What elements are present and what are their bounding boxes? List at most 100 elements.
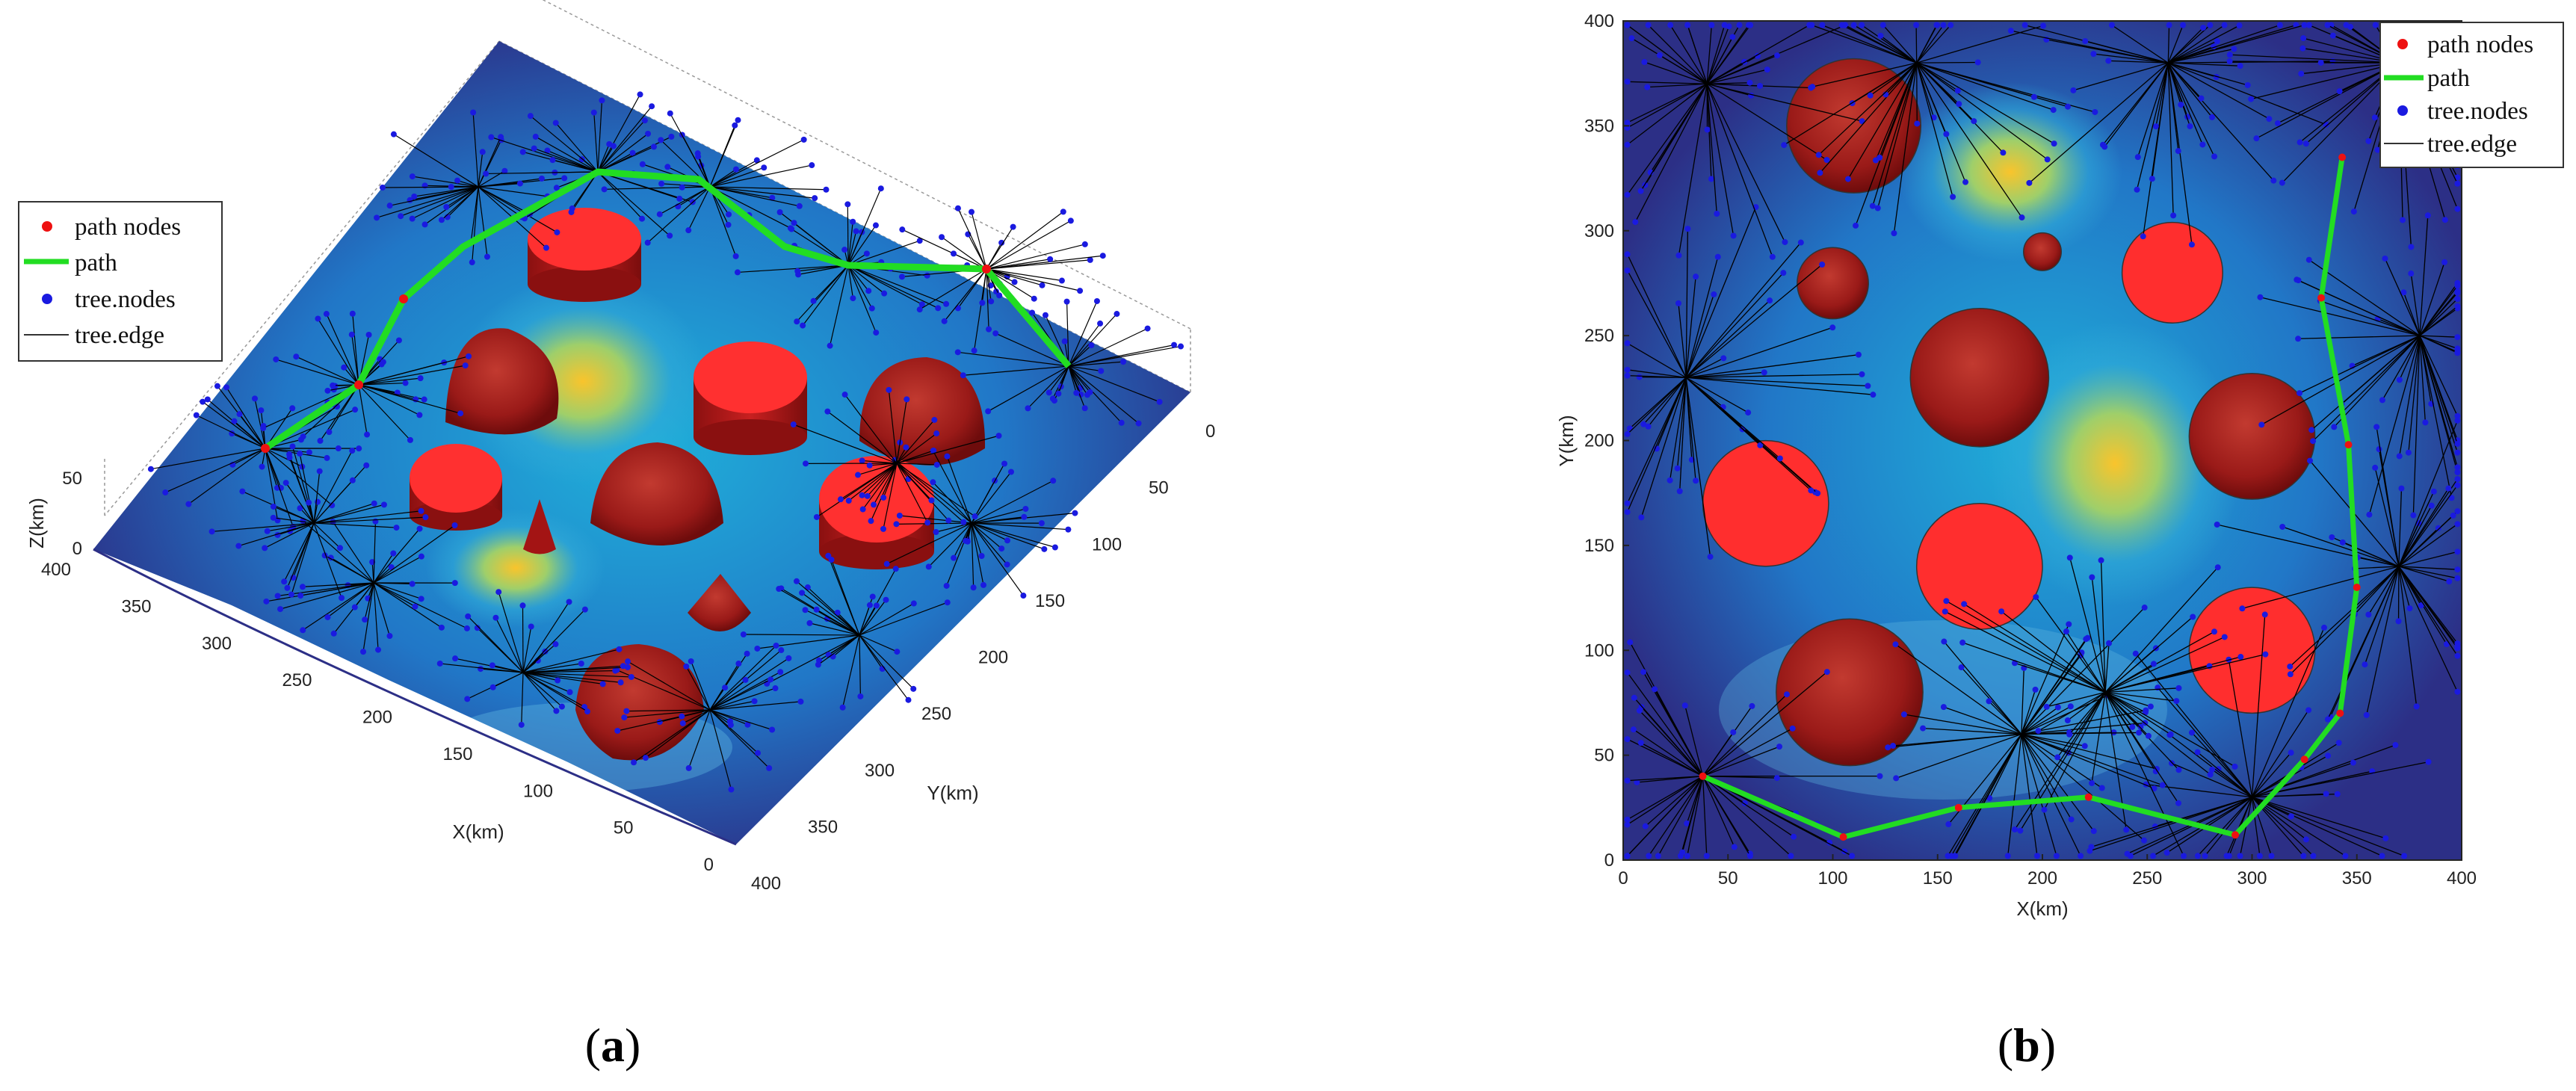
tree-node	[1708, 176, 1714, 182]
path-node	[354, 380, 363, 389]
tree-node	[1942, 608, 1948, 614]
tree-node	[1975, 59, 1981, 65]
tree-node	[2082, 743, 2088, 749]
tree-node	[339, 595, 345, 601]
tree-node	[2031, 94, 2037, 100]
tree-node	[185, 501, 191, 507]
tree-node	[1961, 601, 1967, 607]
tree-node	[2303, 836, 2309, 842]
tree-node	[623, 708, 629, 714]
tree-node	[2379, 853, 2385, 859]
tree-node	[2169, 760, 2175, 766]
tree-node	[1641, 59, 1647, 65]
tree-node	[1088, 342, 1094, 348]
y-tick-label: 350	[808, 817, 838, 837]
tree-node	[2329, 534, 2335, 540]
tree-node	[398, 213, 404, 219]
tree-node	[791, 220, 797, 226]
tree-node	[470, 109, 476, 115]
obstacle-cylinder	[1917, 504, 2042, 629]
tree-node	[1746, 80, 1752, 86]
tree-node	[1072, 510, 1078, 516]
tree-node	[685, 227, 691, 233]
tree-node	[2287, 664, 2293, 670]
tree-node	[1625, 509, 1631, 515]
tree-node	[2362, 661, 2367, 667]
tree-node	[1157, 399, 1163, 405]
obstacle-cylinder-3d	[528, 208, 641, 302]
tree-node	[591, 110, 597, 116]
tree-node	[352, 605, 358, 611]
tree-node	[330, 383, 336, 389]
tree-node	[2034, 853, 2040, 859]
tree-node	[1955, 87, 1961, 93]
tree-node	[1790, 726, 1796, 732]
tree-node	[2262, 652, 2268, 658]
tree-node	[1962, 179, 1968, 185]
x-tick-label: 200	[2027, 868, 2057, 888]
x-tick-label: 300	[202, 634, 232, 654]
tree-node	[728, 786, 734, 792]
tree-node	[488, 135, 494, 140]
tree-node	[1776, 744, 1782, 750]
tree-node	[679, 714, 685, 720]
tree-node	[379, 362, 385, 368]
tree-node	[797, 699, 803, 705]
tree-node	[566, 599, 572, 605]
tree-node	[1625, 22, 1631, 28]
tree-node	[1039, 520, 1045, 526]
tree-node	[1667, 477, 1673, 483]
tree-node	[2454, 548, 2460, 554]
tree-node	[1625, 373, 1631, 379]
tree-node	[519, 602, 525, 608]
tree-node	[1679, 850, 1685, 856]
x-tick-label: 350	[121, 596, 151, 616]
tree-node	[686, 765, 692, 771]
tree-node	[917, 306, 923, 312]
tree-node	[539, 176, 545, 182]
tree-node	[1814, 490, 1820, 496]
tree-node	[767, 676, 773, 682]
tree-node	[2408, 244, 2414, 250]
tree-node	[1004, 537, 1010, 543]
tree-node	[930, 479, 936, 485]
tree-node	[465, 614, 471, 619]
tree-node	[1043, 312, 1048, 318]
tree-node	[366, 332, 372, 338]
tree-node	[1001, 461, 1007, 467]
tree-node	[418, 508, 424, 514]
tree-node	[2099, 785, 2105, 791]
tree-node	[483, 170, 489, 176]
tree-node	[2257, 853, 2263, 859]
tree-node	[799, 590, 805, 596]
obstacle-hemisphere	[2189, 374, 2314, 499]
tree-node	[1051, 398, 1057, 404]
tree-node	[815, 661, 821, 667]
tree-node	[865, 493, 871, 499]
tree-node	[955, 349, 961, 355]
tree-node	[463, 362, 469, 368]
tree-node	[1644, 84, 1650, 90]
tree-node	[1008, 469, 1014, 475]
tree-node	[1736, 22, 1742, 28]
tree-node	[259, 464, 265, 470]
tree-node	[859, 492, 865, 498]
tree-node	[2140, 233, 2146, 239]
tree-node	[897, 513, 903, 519]
tree-node	[2300, 35, 2306, 41]
tree-node	[943, 301, 949, 307]
tree-node	[2068, 703, 2074, 709]
tree-node	[878, 185, 884, 191]
tree-node	[380, 185, 386, 191]
tree-node	[2214, 522, 2220, 528]
tree-node	[387, 203, 393, 208]
tree-node	[2392, 742, 2398, 748]
tree-edge	[986, 227, 1013, 269]
tree-node	[2454, 566, 2460, 572]
tree-node	[611, 143, 617, 149]
tree-node	[1732, 844, 1738, 850]
tree-node	[2325, 752, 2331, 758]
x-tick-label: 250	[2132, 868, 2162, 888]
tree-node	[549, 157, 555, 163]
